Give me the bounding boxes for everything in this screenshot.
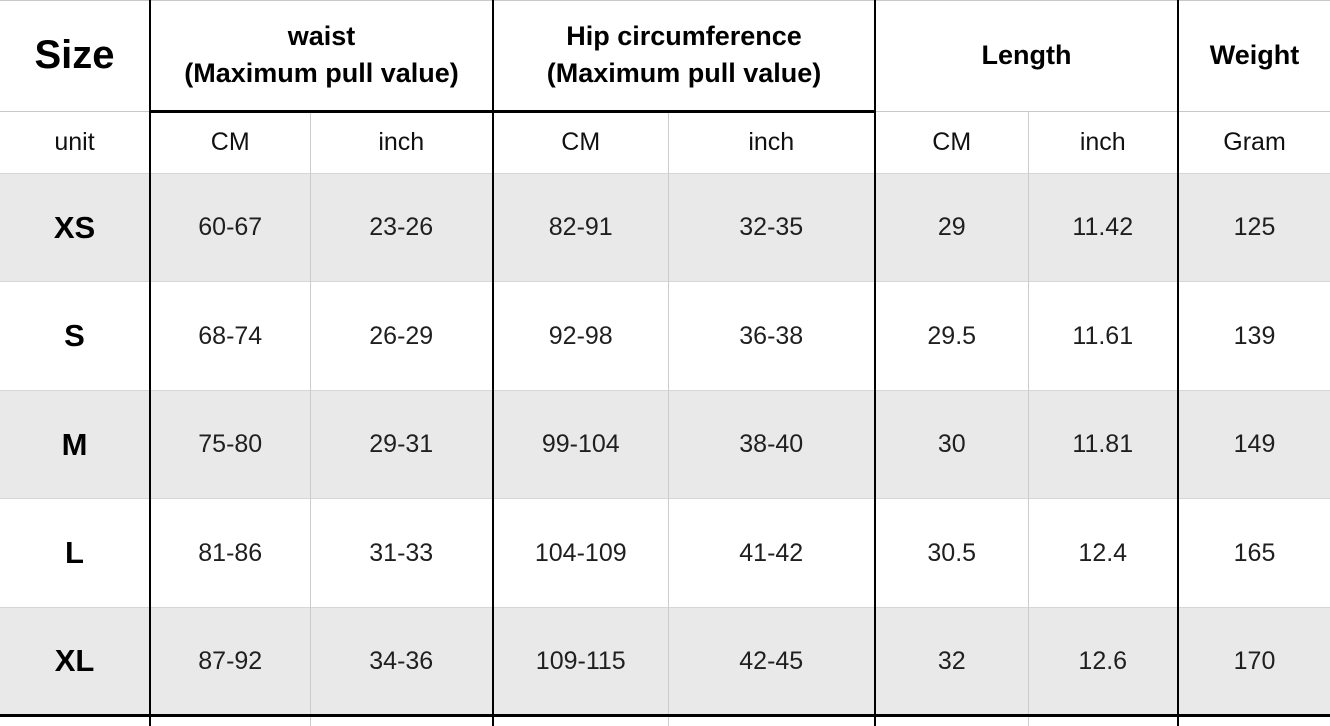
waist-header-line2: (Maximum pull value) bbox=[184, 58, 459, 89]
cell-waist-inch: 23-26 bbox=[310, 173, 494, 282]
cell-length-cm: 29.5 bbox=[875, 281, 1029, 391]
cell-length-inch: 11.81 bbox=[1028, 390, 1180, 499]
length-header-label: Length bbox=[981, 40, 1072, 71]
cell-hip-inch: 32-35 bbox=[668, 173, 876, 282]
unit-waist-cm: CM bbox=[150, 111, 311, 174]
cell-length-inch: 11.42 bbox=[1028, 173, 1180, 282]
size-header-label: Size bbox=[34, 33, 115, 78]
cell-length-inch: 12.6 bbox=[1028, 607, 1180, 716]
header-length-group: Length bbox=[875, 0, 1180, 112]
unit-row: unit CM inch CM inch CM inch Gram bbox=[0, 111, 1330, 174]
cell-waist-cm: 87-92 bbox=[150, 607, 311, 716]
header-group-row: Size waist (Maximum pull value) Hip circ… bbox=[0, 0, 1330, 113]
cell-size: XL bbox=[0, 607, 151, 716]
cell-hip-cm: 82-91 bbox=[493, 173, 669, 282]
cell-length-cm: 29 bbox=[875, 173, 1029, 282]
cell-hip-cm: 99-104 bbox=[493, 390, 669, 499]
unit-label: unit bbox=[0, 111, 151, 174]
cell-hip-cm: 104-109 bbox=[493, 498, 669, 608]
cell-hip-cm: 92-98 bbox=[493, 281, 669, 391]
hip-header-line1: Hip circumference bbox=[566, 21, 802, 52]
header-size: Size bbox=[0, 0, 151, 112]
size-row-xl: XL 87-92 34-36 109-115 42-45 32 12.6 170 bbox=[0, 607, 1330, 716]
cell-hip-inch: 42-45 bbox=[668, 607, 876, 716]
cell-size: M bbox=[0, 390, 151, 499]
cell-waist-inch: 29-31 bbox=[310, 390, 494, 499]
hip-header-line2: (Maximum pull value) bbox=[546, 58, 822, 89]
waist-header-line1: waist bbox=[287, 21, 356, 52]
size-row-l: L 81-86 31-33 104-109 41-42 30.5 12.4 16… bbox=[0, 498, 1330, 608]
cell-length-inch: 12.4 bbox=[1028, 498, 1180, 608]
unit-weight-gram: Gram bbox=[1223, 127, 1286, 156]
cell-length-cm: 30.5 bbox=[875, 498, 1029, 608]
size-row-s: S 68-74 26-29 92-98 36-38 29.5 11.61 139 bbox=[0, 281, 1330, 391]
header-hip-group: Hip circumference (Maximum pull value) bbox=[493, 0, 876, 113]
cell-length-inch: 11.61 bbox=[1028, 281, 1180, 391]
size-row-xs: XS 60-67 23-26 82-91 32-35 29 11.42 125 bbox=[0, 173, 1330, 282]
cell-weight: 170 bbox=[1233, 646, 1276, 675]
cell-waist-cm: 75-80 bbox=[150, 390, 311, 499]
cell-hip-inch: 36-38 bbox=[668, 281, 876, 391]
cell-hip-inch: 38-40 bbox=[668, 390, 876, 499]
header-weight: Weight bbox=[1178, 0, 1330, 112]
cell-weight: 165 bbox=[1233, 538, 1276, 567]
cell-waist-cm: 60-67 bbox=[150, 173, 311, 282]
cell-size: XS bbox=[0, 173, 151, 282]
cell-weight: 149 bbox=[1233, 430, 1276, 459]
weight-header-label: Weight bbox=[1209, 40, 1300, 71]
cell-hip-inch: 41-42 bbox=[668, 498, 876, 608]
unit-length-cm: CM bbox=[875, 111, 1029, 174]
unit-hip-cm: CM bbox=[493, 111, 669, 174]
header-waist-group: waist (Maximum pull value) bbox=[150, 0, 494, 113]
cell-length-cm: 32 bbox=[875, 607, 1029, 716]
unit-length-inch: inch bbox=[1028, 111, 1180, 174]
size-row-m: M 75-80 29-31 99-104 38-40 30 11.81 149 bbox=[0, 390, 1330, 499]
cell-length-cm: 30 bbox=[875, 390, 1029, 499]
cell-waist-cm: 68-74 bbox=[150, 281, 311, 391]
unit-hip-inch: inch bbox=[668, 111, 876, 174]
cell-hip-cm: 109-115 bbox=[493, 607, 669, 716]
cell-waist-inch: 31-33 bbox=[310, 498, 494, 608]
cell-size: S bbox=[0, 281, 151, 391]
unit-waist-inch: inch bbox=[310, 111, 494, 174]
partial-bottom-row bbox=[0, 715, 1330, 726]
cell-waist-cm: 81-86 bbox=[150, 498, 311, 608]
cell-size: L bbox=[0, 498, 151, 608]
cell-waist-inch: 34-36 bbox=[310, 607, 494, 716]
cell-weight: 139 bbox=[1233, 321, 1276, 350]
cell-waist-inch: 26-29 bbox=[310, 281, 494, 391]
cell-weight: 125 bbox=[1233, 213, 1276, 242]
